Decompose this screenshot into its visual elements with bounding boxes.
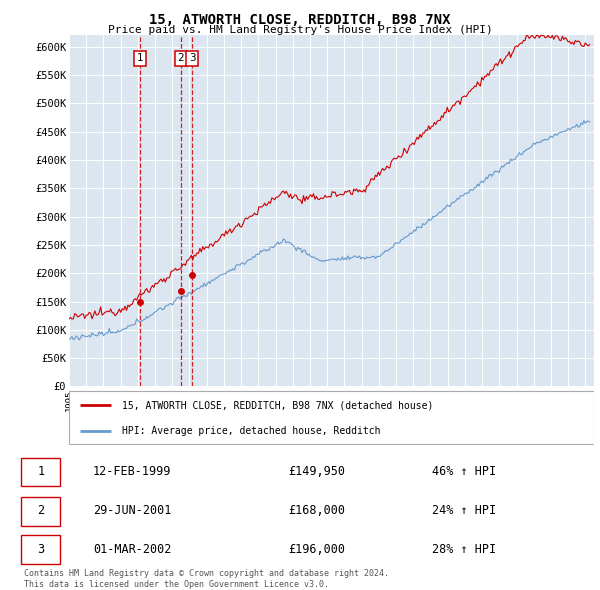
FancyBboxPatch shape — [21, 497, 60, 526]
Text: 2: 2 — [37, 504, 44, 517]
Text: 28% ↑ HPI: 28% ↑ HPI — [432, 543, 496, 556]
Text: £149,950: £149,950 — [288, 465, 345, 478]
Text: 46% ↑ HPI: 46% ↑ HPI — [432, 465, 496, 478]
Text: £196,000: £196,000 — [288, 543, 345, 556]
Text: Price paid vs. HM Land Registry's House Price Index (HPI): Price paid vs. HM Land Registry's House … — [107, 25, 493, 35]
Text: HPI: Average price, detached house, Redditch: HPI: Average price, detached house, Redd… — [121, 427, 380, 437]
Text: £168,000: £168,000 — [288, 504, 345, 517]
Text: 15, ATWORTH CLOSE, REDDITCH, B98 7NX: 15, ATWORTH CLOSE, REDDITCH, B98 7NX — [149, 13, 451, 27]
Text: Contains HM Land Registry data © Crown copyright and database right 2024.
This d: Contains HM Land Registry data © Crown c… — [24, 569, 389, 589]
Text: 2: 2 — [178, 53, 184, 63]
Text: 29-JUN-2001: 29-JUN-2001 — [93, 504, 172, 517]
Text: 3: 3 — [189, 53, 196, 63]
Text: 3: 3 — [37, 543, 44, 556]
Text: 24% ↑ HPI: 24% ↑ HPI — [432, 504, 496, 517]
Text: 1: 1 — [37, 465, 44, 478]
Text: 01-MAR-2002: 01-MAR-2002 — [93, 543, 172, 556]
FancyBboxPatch shape — [69, 391, 594, 444]
Text: 15, ATWORTH CLOSE, REDDITCH, B98 7NX (detached house): 15, ATWORTH CLOSE, REDDITCH, B98 7NX (de… — [121, 400, 433, 410]
FancyBboxPatch shape — [21, 536, 60, 564]
Text: 12-FEB-1999: 12-FEB-1999 — [93, 465, 172, 478]
Text: 1: 1 — [136, 53, 143, 63]
FancyBboxPatch shape — [21, 458, 60, 486]
